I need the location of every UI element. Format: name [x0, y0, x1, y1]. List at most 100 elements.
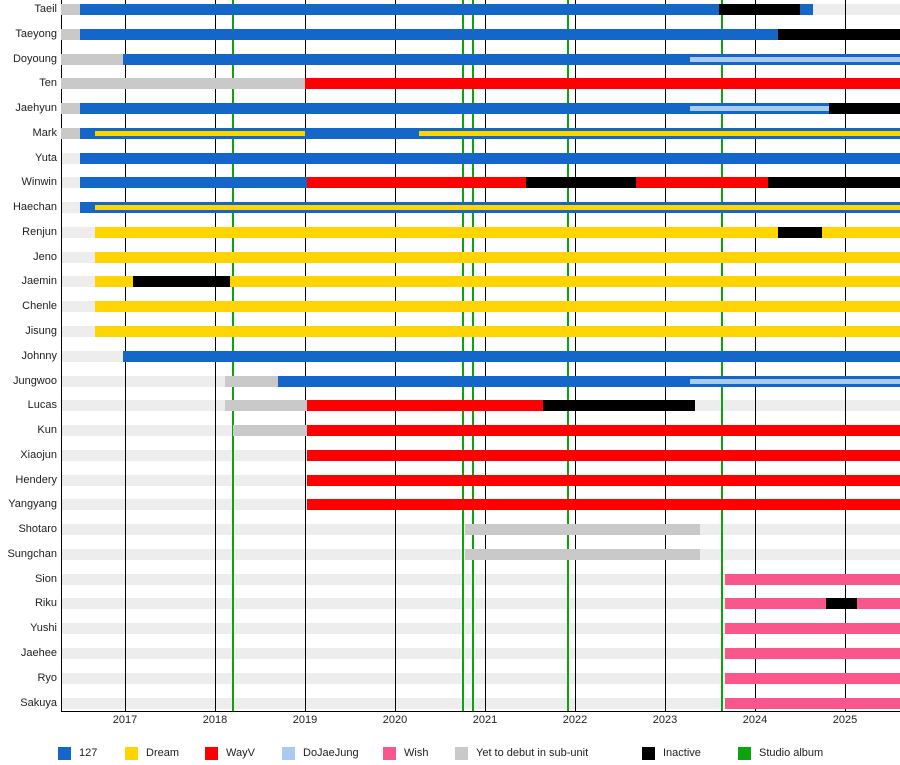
- legend: 127 Dream WayV DoJaeJung Wish Yet to debut in…: [0, 746, 900, 765]
- bar-ryo-wish: [725, 673, 900, 684]
- bar-yangyang-wayv: [307, 499, 900, 510]
- bar-jaehyun-inactive: [829, 103, 900, 114]
- bar-taeil-predebut: [61, 4, 80, 15]
- year-tick-label: 2018: [202, 714, 228, 726]
- member-label: Sungchan: [7, 548, 57, 560]
- bar-jungwoo-dojaejung: [690, 379, 900, 384]
- bar-mark-dream: [419, 131, 900, 136]
- year-tick-label: 2019: [292, 714, 318, 726]
- legend-label: 127: [79, 747, 98, 759]
- bar-jaemin-inactive: [133, 276, 230, 287]
- bar-winwin-wayv: [307, 177, 526, 188]
- plot-area: [61, 0, 900, 712]
- member-label: Jaemin: [21, 275, 57, 287]
- bar-jaehee-wish: [725, 648, 900, 659]
- member-label: Yushi: [30, 622, 57, 634]
- bar-taeyong-inactive: [778, 29, 900, 40]
- legend-swatch-wayv: [205, 747, 218, 760]
- member-label: Jungwoo: [12, 375, 57, 387]
- bar-hendery-wayv: [307, 475, 900, 486]
- legend-label: Wish: [404, 747, 429, 759]
- member-label: Taeil: [34, 3, 57, 15]
- bar-taeil-127: [800, 4, 813, 15]
- legend-swatch-wish: [383, 747, 396, 760]
- legend-label: Yet to debut in sub-unit: [476, 747, 589, 759]
- member-label: Johnny: [21, 350, 57, 362]
- bar-sungchan-predebut: [465, 549, 700, 560]
- bar-taeyong-127: [80, 29, 778, 40]
- bar-shotaro-predebut: [465, 524, 700, 535]
- bar-doyoung-predebut: [61, 54, 123, 65]
- member-label: Xiaojun: [20, 449, 57, 461]
- bar-ten-predebut: [61, 78, 305, 89]
- bar-riku-wish: [725, 598, 826, 609]
- bar-lucas-predebut: [225, 400, 307, 411]
- bar-haechan-dream: [95, 205, 900, 210]
- row-band: [61, 673, 900, 684]
- member-label: Ryo: [37, 672, 57, 684]
- member-label: Sion: [34, 573, 57, 585]
- bar-jaehyun-dojaejung: [690, 106, 829, 111]
- member-label: Shotaro: [18, 523, 57, 535]
- bar-jeno-dream: [95, 252, 900, 263]
- member-label: Riku: [34, 597, 57, 609]
- bar-jaemin-dream: [95, 276, 133, 287]
- bar-taeil-inactive: [719, 4, 800, 15]
- year-tick-label: 2021: [472, 714, 498, 726]
- member-label: Jaehee: [20, 647, 57, 659]
- member-label: Ten: [39, 77, 57, 89]
- bar-yushi-wish: [725, 623, 900, 634]
- bar-doyoung-127: [123, 54, 900, 65]
- legend-swatch-127: [58, 747, 71, 760]
- legend-swatch-predebut: [455, 747, 468, 760]
- legend-label: DoJaeJung: [303, 747, 359, 759]
- member-label: Kun: [37, 424, 57, 436]
- legend-swatch-inactive: [642, 747, 655, 760]
- bar-jaehyun-predebut: [61, 103, 80, 114]
- legend-swatch-dream: [125, 747, 138, 760]
- row-band: [61, 598, 900, 609]
- bar-renjun-dream: [822, 227, 900, 238]
- bar-lucas-wayv: [307, 400, 543, 411]
- bar-mark-predebut: [61, 128, 80, 139]
- legend-label: Studio album: [759, 747, 824, 759]
- year-tick-label: 2024: [742, 714, 768, 726]
- year-tick-label: 2020: [382, 714, 408, 726]
- year-tick-label: 2022: [562, 714, 588, 726]
- bar-riku-wish: [857, 598, 900, 609]
- bar-sakuya-wish: [725, 698, 900, 709]
- bar-winwin-wayv: [636, 177, 768, 188]
- member-label: Yuta: [34, 152, 57, 164]
- bar-ten-wayv: [305, 78, 900, 89]
- member-label: Winwin: [21, 176, 57, 188]
- member-label: Jaehyun: [15, 102, 57, 114]
- member-label: Mark: [32, 127, 57, 139]
- bar-kun-wayv: [307, 425, 900, 436]
- bar-xiaojun-wayv: [307, 450, 900, 461]
- bar-yuta-127: [80, 153, 900, 164]
- legend-label: Inactive: [663, 747, 701, 759]
- bar-lucas-inactive: [543, 400, 695, 411]
- legend-swatch-album: [738, 747, 751, 760]
- bar-doyoung-dojaejung: [690, 57, 900, 62]
- bar-johnny-127: [123, 351, 900, 362]
- x-axis-line: [61, 711, 900, 712]
- y-axis-line: [61, 0, 62, 712]
- row-band: [61, 574, 900, 585]
- bar-taeyong-predebut: [61, 29, 80, 40]
- member-label: Lucas: [27, 399, 57, 411]
- bar-kun-predebut: [233, 425, 307, 436]
- row-band: [61, 698, 900, 709]
- member-label: Doyoung: [12, 53, 57, 65]
- bar-winwin-inactive: [526, 177, 636, 188]
- row-band: [61, 648, 900, 659]
- bar-jisung-dream: [95, 326, 900, 337]
- member-label: Haechan: [12, 201, 57, 213]
- year-tick-label: 2023: [652, 714, 678, 726]
- bar-jaemin-dream: [230, 276, 900, 287]
- bar-renjun-dream: [95, 227, 778, 238]
- member-label: Hendery: [15, 474, 57, 486]
- bar-renjun-inactive: [778, 227, 822, 238]
- bar-jungwoo-predebut: [225, 376, 278, 387]
